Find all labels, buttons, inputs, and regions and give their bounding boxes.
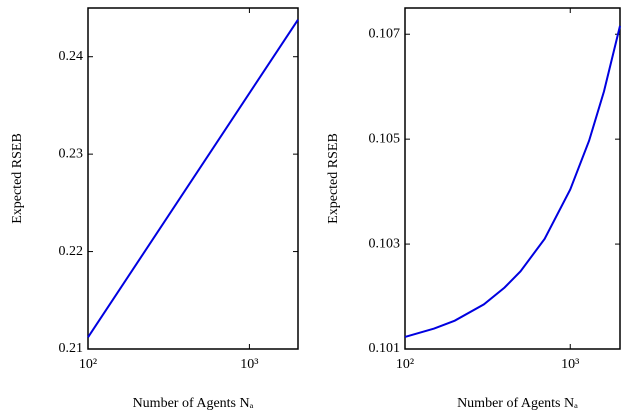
y-tick-label: 0.103 <box>369 236 401 251</box>
x-tick-label: 10² <box>396 357 414 372</box>
x-axis-label: Number of Agents Nₐ <box>457 396 578 411</box>
axes-box <box>404 7 621 350</box>
x-tick-label: 10³ <box>240 357 258 372</box>
y-tick-label: 0.105 <box>369 131 401 146</box>
y-tick-label: 0.21 <box>59 341 84 356</box>
y-axis-label: Expected RSEB <box>10 133 25 224</box>
x-tick-label: 10³ <box>561 357 579 372</box>
y-tick-label: 0.107 <box>369 26 401 41</box>
y-tick-label: 0.24 <box>59 49 84 64</box>
y-tick-label: 0.23 <box>59 146 84 161</box>
line-series <box>404 25 621 338</box>
y-axis-label: Expected RSEB <box>326 133 341 224</box>
x-axis-label: Number of Agents Nₐ <box>133 396 254 411</box>
y-tick-label: 0.101 <box>369 341 401 356</box>
y-tick-label: 0.22 <box>59 244 84 259</box>
x-tick-label: 10² <box>79 357 97 372</box>
axes-box <box>87 7 299 350</box>
line-series <box>87 19 299 338</box>
